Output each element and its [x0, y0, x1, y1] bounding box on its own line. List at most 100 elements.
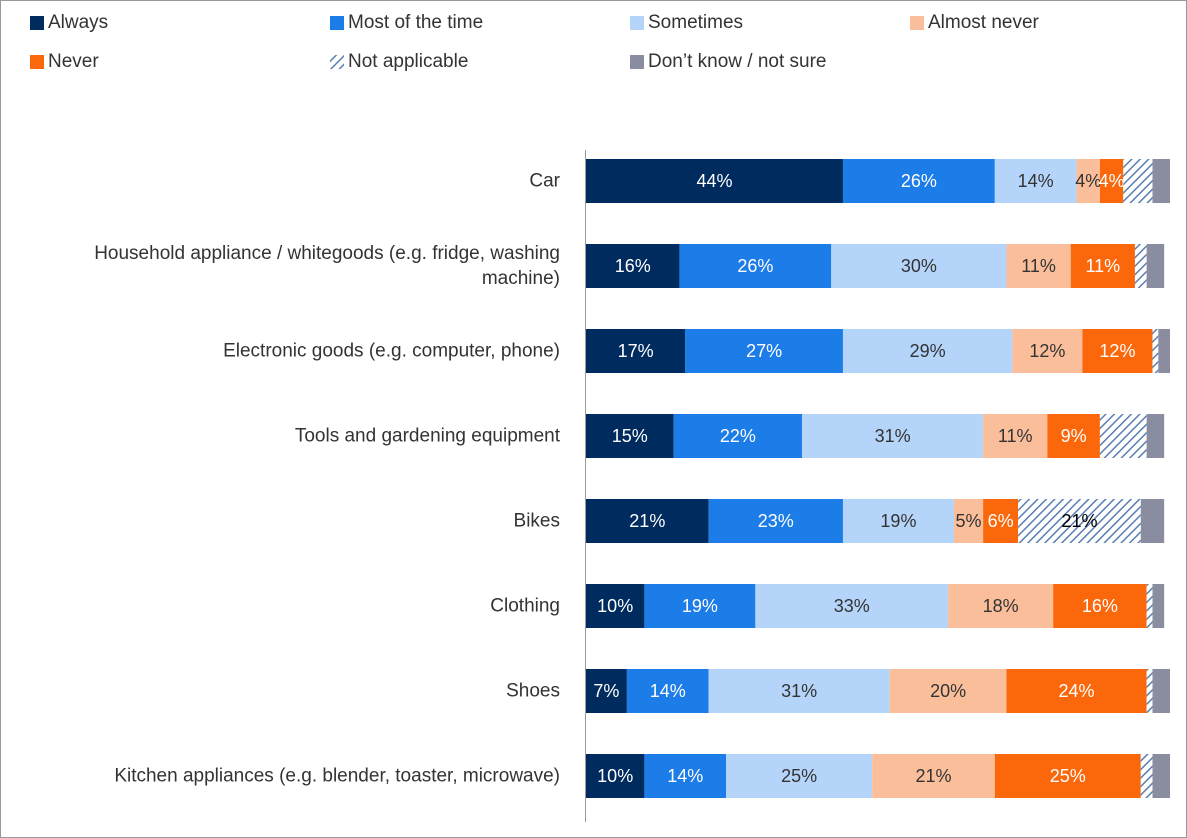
category-label: Clothing: [490, 595, 560, 617]
legend-swatch: [630, 16, 644, 30]
data-label: 11%: [998, 426, 1033, 446]
data-label: 21%: [1061, 511, 1097, 531]
legend-label: Never: [48, 51, 99, 72]
bar-segment: [1099, 414, 1147, 458]
bar-segment: [586, 584, 645, 628]
bar-segment: [1152, 159, 1170, 203]
data-label: 7%: [593, 681, 619, 701]
data-label: 29%: [910, 341, 946, 361]
bar-segment: [586, 754, 645, 798]
bar-segment: [1140, 754, 1153, 798]
bar-segment: [1146, 414, 1165, 458]
bar-segment: [1146, 669, 1153, 713]
data-label: 16%: [1082, 596, 1118, 616]
bar-segment: [1082, 329, 1153, 373]
data-label: 19%: [880, 511, 916, 531]
category-label: Tools and gardening equipment: [294, 425, 560, 447]
bar-segment: [1076, 159, 1100, 203]
bar-segment: [1152, 584, 1165, 628]
data-label: 20%: [930, 681, 966, 701]
bar-segment: [586, 414, 674, 458]
category-label: Kitchen appliances (e.g. blender, toaste…: [114, 765, 560, 787]
bar-segment: [1152, 329, 1159, 373]
bar-segment: [586, 669, 627, 713]
data-label: 14%: [667, 766, 703, 786]
bar-segment: [1018, 499, 1141, 543]
data-label: 12%: [1099, 341, 1135, 361]
data-label: 21%: [629, 511, 665, 531]
data-label: 15%: [612, 426, 648, 446]
bar-segment: [586, 159, 843, 203]
data-label: 24%: [1059, 681, 1095, 701]
bar-segment: [831, 244, 1007, 288]
category-label: Car: [529, 170, 560, 192]
data-label: 31%: [781, 681, 817, 701]
data-label: 22%: [720, 426, 756, 446]
bar-segment: [1152, 754, 1170, 798]
bar-segment: [983, 414, 1048, 458]
bar-segment: [994, 754, 1141, 798]
legend-swatch: [910, 16, 924, 30]
data-label: 6%: [988, 511, 1014, 531]
data-label: 25%: [1050, 766, 1086, 786]
bar-segment: [1070, 244, 1135, 288]
category-label: Household appliance / whitegoods (e.g. f…: [94, 243, 560, 289]
category-label: Shoes: [506, 680, 560, 702]
bar-segment: [586, 329, 686, 373]
legend-label: Always: [48, 12, 108, 33]
bar-segment: [1123, 159, 1153, 203]
bar-segment: [755, 584, 949, 628]
legend-swatch: [30, 55, 44, 69]
legend-swatch: [330, 55, 344, 69]
data-label: 14%: [650, 681, 686, 701]
bar-segment: [948, 584, 1054, 628]
bar-segment: [983, 499, 1019, 543]
data-label: 33%: [834, 596, 870, 616]
bar-segment: [708, 669, 890, 713]
data-label: 19%: [682, 596, 718, 616]
bar-segment: [708, 499, 843, 543]
bar-segment: [1158, 329, 1170, 373]
bar-segment: [1134, 244, 1147, 288]
bar-segment: [1152, 669, 1170, 713]
category-label: Electronic goods (e.g. computer, phone): [223, 340, 560, 362]
data-label: 44%: [696, 171, 732, 191]
legend-swatch: [330, 16, 344, 30]
legend-swatch: [30, 16, 44, 30]
bar-segment: [626, 669, 709, 713]
data-label: 10%: [597, 596, 633, 616]
bar-segment: [673, 414, 803, 458]
data-label: 23%: [758, 511, 794, 531]
data-label: 9%: [1061, 426, 1087, 446]
data-label: 27%: [746, 341, 782, 361]
legend-label: Almost never: [928, 12, 1040, 33]
data-label: 11%: [1021, 256, 1056, 276]
bar-segment: [802, 414, 984, 458]
legend-label: Sometimes: [648, 12, 743, 33]
bar-segment: [842, 499, 954, 543]
data-label: 26%: [901, 171, 937, 191]
data-label: 17%: [618, 341, 654, 361]
legend-label: Most of the time: [348, 12, 483, 33]
data-label: 4%: [1075, 171, 1101, 191]
legend-label: Don’t know / not sure: [648, 51, 826, 72]
bar-segment: [1053, 584, 1147, 628]
bar-segment: [679, 244, 832, 288]
data-label: 31%: [875, 426, 911, 446]
bar-segment: [586, 244, 680, 288]
bar-segment: [994, 159, 1077, 203]
bar-segment: [953, 499, 984, 543]
bar-segment: [726, 754, 873, 798]
bar-segment: [644, 584, 756, 628]
data-label: 21%: [915, 766, 951, 786]
bar-segment: [872, 754, 995, 798]
data-label: 10%: [597, 766, 633, 786]
data-label: 4%: [1099, 171, 1125, 191]
data-label: 30%: [901, 256, 937, 276]
legend-swatch: [630, 55, 644, 69]
data-label: 18%: [983, 596, 1019, 616]
data-label: 12%: [1029, 341, 1065, 361]
data-label: 11%: [1085, 256, 1120, 276]
bar-segment: [644, 754, 727, 798]
